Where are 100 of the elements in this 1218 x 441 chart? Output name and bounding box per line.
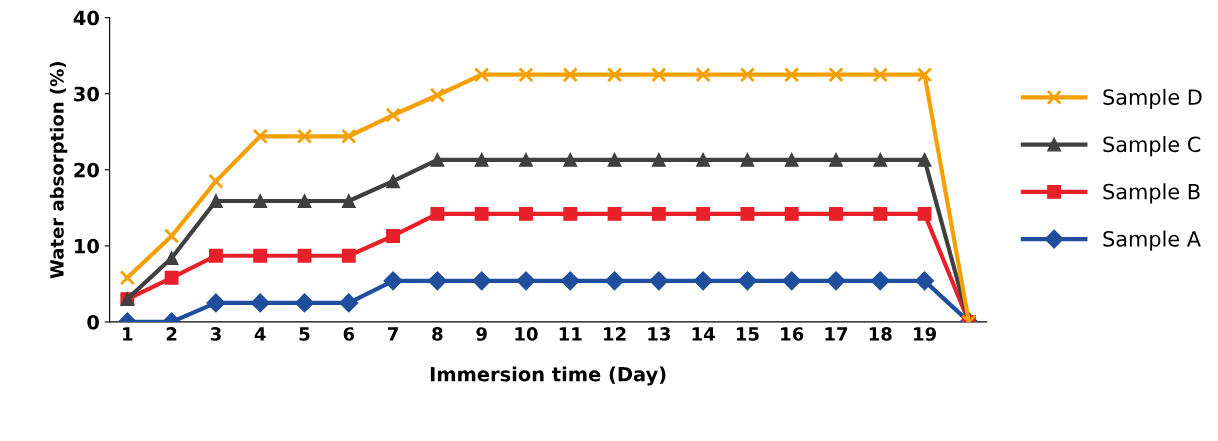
x-tick-label: 17 (825, 327, 848, 341)
point (782, 271, 802, 291)
point (870, 271, 890, 291)
point (519, 152, 533, 167)
x-tick-label: 13 (648, 327, 670, 341)
point (651, 152, 666, 167)
point (651, 67, 667, 83)
point (341, 194, 356, 208)
point (208, 173, 224, 189)
point (826, 271, 846, 291)
point (297, 194, 312, 208)
point (472, 271, 492, 291)
y-tick-label: 10 (75, 238, 99, 254)
point (649, 271, 669, 291)
y-tick-label: 30 (74, 86, 99, 102)
x-tick-label: 1 (123, 327, 133, 341)
point (208, 194, 223, 208)
point (252, 128, 268, 144)
x-tick-label: 7 (388, 327, 398, 341)
point (563, 206, 578, 221)
point (784, 152, 799, 167)
point (518, 67, 534, 83)
point (740, 206, 755, 221)
x-tick-label: 5 (299, 327, 310, 341)
point (519, 206, 533, 221)
point (474, 152, 489, 167)
point (917, 206, 932, 221)
x-tick-label: 18 (869, 327, 892, 341)
point (430, 152, 445, 167)
x-tick-label: 8 (432, 327, 443, 341)
point (474, 67, 490, 83)
point (605, 271, 625, 291)
point (607, 206, 622, 221)
legend-label: Sample D (1103, 88, 1202, 109)
point (119, 270, 135, 286)
point (516, 271, 536, 291)
point (739, 67, 756, 83)
point (429, 87, 446, 103)
point (740, 152, 755, 167)
point (164, 270, 179, 285)
x-tick-label: 2 (166, 327, 177, 341)
point (386, 174, 401, 189)
x-tick-label: 14 (692, 327, 715, 341)
point (693, 271, 713, 291)
point (427, 271, 447, 291)
point (563, 152, 578, 167)
x-tick-label: 6 (343, 327, 355, 341)
point (915, 271, 935, 291)
point (917, 152, 932, 167)
point (696, 152, 711, 167)
point (253, 194, 268, 208)
x-tick-label: 19 (914, 327, 936, 341)
point (829, 206, 843, 221)
point (872, 67, 888, 83)
point (206, 293, 226, 313)
legend-label: Sample C (1103, 136, 1201, 157)
point (651, 206, 666, 221)
point (297, 248, 312, 263)
x-tick-label: 4 (254, 327, 266, 341)
y-tick-label: 40 (73, 10, 99, 26)
point (696, 206, 711, 221)
point (828, 67, 844, 83)
point (873, 152, 888, 167)
point (737, 271, 757, 291)
legend-label: Sample A (1103, 230, 1201, 251)
point (250, 293, 270, 313)
point (385, 107, 401, 123)
point (430, 206, 445, 221)
y-tick-label: 0 (87, 314, 99, 330)
point (383, 271, 403, 291)
x-tick-label: 12 (604, 327, 626, 341)
x-tick-label: 10 (515, 327, 538, 341)
point (873, 206, 888, 221)
x-tick-label: 11 (559, 327, 582, 341)
point (607, 152, 622, 167)
point (386, 229, 401, 243)
point (606, 67, 623, 83)
point (253, 248, 268, 263)
y-axis-title: Water absorption (%) (49, 62, 68, 279)
point (164, 251, 179, 265)
x-tick-label: 9 (476, 327, 487, 341)
point (695, 67, 711, 83)
point (339, 293, 359, 313)
x-tick-label: 16 (781, 327, 804, 341)
point (163, 228, 180, 244)
point (341, 248, 356, 263)
x-tick-label: 15 (736, 327, 759, 341)
point (296, 128, 313, 144)
point (294, 293, 315, 313)
point (784, 67, 800, 83)
point (341, 128, 357, 144)
point (474, 206, 489, 221)
x-tick-label: 3 (210, 327, 221, 341)
legend-label: Sample B (1103, 183, 1200, 204)
point (208, 248, 223, 263)
point (916, 67, 933, 83)
point (560, 271, 580, 291)
y-tick-label: 20 (74, 162, 99, 178)
point (829, 152, 843, 167)
point (784, 206, 799, 221)
